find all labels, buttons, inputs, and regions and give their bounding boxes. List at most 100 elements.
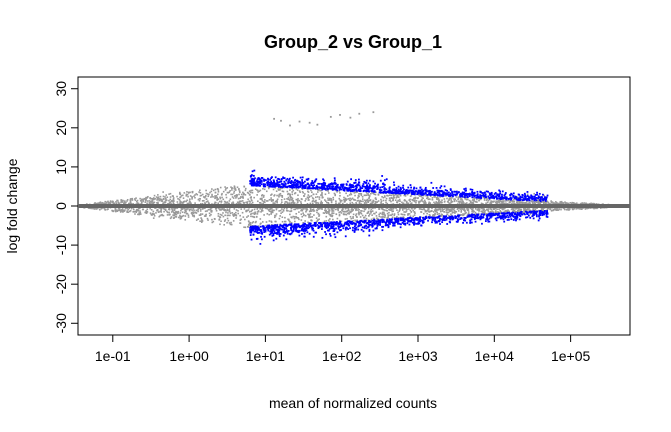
point-not-significant	[506, 203, 509, 205]
point-not-significant	[485, 202, 487, 205]
point-not-significant	[261, 198, 263, 201]
point-not-significant	[318, 215, 320, 217]
point-not-significant	[427, 198, 430, 201]
point-not-significant	[145, 212, 148, 215]
point-not-significant	[402, 209, 404, 211]
point-not-significant	[481, 210, 484, 213]
point-not-significant	[403, 213, 405, 216]
point-not-significant	[234, 189, 237, 191]
point-significant	[283, 229, 286, 231]
point-not-significant	[247, 198, 249, 201]
point-not-significant	[519, 208, 521, 211]
point-not-significant	[534, 202, 537, 205]
point-not-significant	[352, 208, 355, 211]
point-not-significant	[281, 216, 284, 219]
point-not-significant	[329, 214, 332, 217]
point-significant	[514, 217, 516, 220]
point-not-significant	[261, 207, 264, 210]
point-not-significant	[238, 200, 241, 203]
point-not-significant	[436, 213, 439, 216]
point-significant	[290, 180, 293, 182]
point-not-significant	[344, 210, 346, 213]
point-significant	[268, 227, 271, 230]
point-significant	[445, 215, 448, 218]
point-significant	[327, 185, 330, 188]
point-not-significant	[318, 214, 321, 216]
point-not-significant	[245, 210, 247, 213]
point-not-significant	[415, 200, 418, 202]
point-not-significant	[472, 211, 475, 213]
point-significant	[409, 220, 412, 223]
point-significant	[501, 193, 503, 196]
point-not-significant	[439, 201, 441, 203]
point-not-significant	[221, 196, 223, 199]
point-not-significant	[410, 211, 412, 213]
point-not-significant	[207, 219, 209, 221]
point-not-significant	[461, 200, 463, 203]
point-not-significant	[526, 193, 529, 196]
point-not-significant	[483, 199, 486, 201]
point-not-significant	[118, 209, 121, 212]
point-not-significant	[116, 210, 119, 212]
point-not-significant	[169, 202, 172, 204]
point-not-significant	[239, 191, 241, 194]
point-not-significant	[308, 216, 310, 219]
point-not-significant	[179, 196, 181, 199]
point-not-significant	[251, 189, 254, 192]
point-not-significant	[154, 198, 157, 200]
point-not-significant	[504, 210, 506, 213]
point-not-significant	[270, 213, 272, 215]
point-not-significant	[315, 217, 318, 219]
point-not-significant	[473, 196, 475, 199]
point-not-significant	[206, 193, 209, 195]
point-not-significant	[478, 199, 480, 202]
point-not-significant	[223, 208, 225, 210]
point-significant	[470, 221, 473, 224]
point-not-significant	[308, 210, 311, 213]
point-significant	[254, 177, 256, 180]
point-not-significant	[180, 201, 182, 203]
point-not-significant	[124, 207, 127, 210]
point-significant	[353, 225, 356, 228]
point-significant	[508, 211, 510, 214]
point-significant	[477, 213, 480, 216]
point-not-significant	[115, 209, 117, 211]
point-not-significant	[163, 198, 165, 200]
point-significant	[487, 220, 490, 223]
point-not-significant	[378, 215, 381, 218]
point-significant	[354, 179, 357, 181]
point-not-significant	[244, 189, 247, 192]
point-significant	[467, 193, 470, 195]
point-significant	[353, 182, 356, 184]
point-significant	[387, 226, 390, 229]
point-not-significant	[254, 188, 257, 190]
point-not-significant	[307, 213, 309, 216]
point-significant	[413, 221, 416, 224]
point-not-significant	[420, 208, 422, 211]
point-not-significant	[194, 196, 196, 199]
point-significant	[431, 221, 433, 224]
point-significant	[441, 221, 444, 224]
point-not-significant	[288, 219, 290, 222]
point-not-significant	[197, 218, 199, 220]
point-not-significant	[300, 201, 302, 203]
point-not-significant	[142, 199, 145, 201]
point-significant	[285, 224, 288, 226]
point-not-significant	[173, 209, 176, 212]
point-not-significant	[171, 209, 174, 212]
point-not-significant	[524, 207, 526, 210]
point-significant	[287, 182, 289, 185]
point-not-significant	[370, 192, 372, 195]
point-not-significant	[117, 209, 119, 212]
point-not-significant	[533, 192, 536, 195]
point-not-significant	[227, 219, 230, 222]
point-not-significant	[349, 215, 352, 218]
point-not-significant	[171, 207, 173, 210]
point-not-significant	[462, 202, 464, 205]
point-not-significant	[356, 200, 359, 202]
point-significant	[451, 218, 454, 221]
point-not-significant	[345, 192, 347, 195]
point-not-significant	[419, 201, 421, 203]
point-not-significant	[128, 207, 131, 210]
point-not-significant	[377, 200, 380, 202]
